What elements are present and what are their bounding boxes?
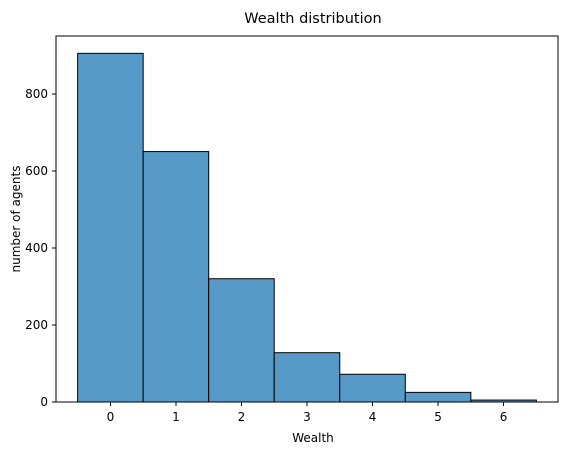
y-ticks-layer: 0 200 400 600 800 [25,87,56,409]
x-tick-label-1: 1 [172,410,180,424]
bar-wealth-3 [273,352,341,403]
y-tick-label-800: 800 [25,87,48,101]
x-tick-label-5: 5 [434,410,442,424]
x-tick-label-6: 6 [500,410,508,424]
x-tick-label-4: 4 [369,410,377,424]
bars-layer [77,52,537,403]
y-axis-label: number of agents [9,166,23,273]
bar-wealth-4 [339,373,406,403]
x-tick-label-3: 3 [303,410,311,424]
y-tick-label-200: 200 [25,318,48,332]
bar-wealth-0 [77,52,144,403]
y-tick-label-400: 400 [25,241,48,255]
y-tick-label-600: 600 [25,164,48,178]
x-ticks-layer: 0 1 2 3 4 5 6 [107,402,508,424]
chart-title: Wealth distribution [244,11,381,27]
x-tick-label-2: 2 [238,410,246,424]
bar-wealth-5 [404,391,472,403]
y-tick-label-0: 0 [40,395,48,409]
bar-wealth-2 [208,278,275,403]
x-axis-label: Wealth [292,431,334,445]
x-tick-label-0: 0 [107,410,115,424]
bar-wealth-1 [142,151,210,403]
